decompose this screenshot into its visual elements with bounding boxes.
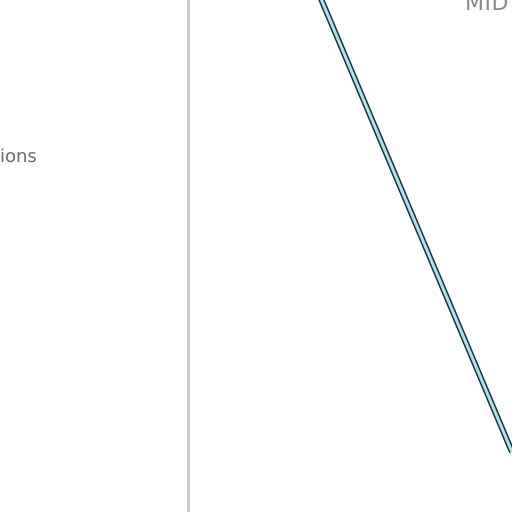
- route-line-fill: [319, 0, 512, 453]
- map-place-label: MID: [465, 0, 509, 16]
- sidebar-label: ions: [0, 146, 37, 167]
- panel-divider: [187, 0, 190, 512]
